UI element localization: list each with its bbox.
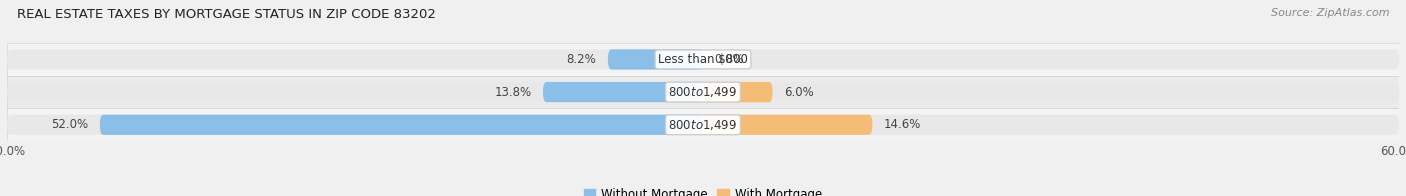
Text: 6.0%: 6.0% xyxy=(785,86,814,99)
FancyBboxPatch shape xyxy=(7,82,1399,102)
Text: 13.8%: 13.8% xyxy=(494,86,531,99)
Legend: Without Mortgage, With Mortgage: Without Mortgage, With Mortgage xyxy=(579,183,827,196)
FancyBboxPatch shape xyxy=(7,115,1399,135)
Text: REAL ESTATE TAXES BY MORTGAGE STATUS IN ZIP CODE 83202: REAL ESTATE TAXES BY MORTGAGE STATUS IN … xyxy=(17,8,436,21)
Text: Less than $800: Less than $800 xyxy=(658,53,748,66)
Text: 0.0%: 0.0% xyxy=(714,53,744,66)
FancyBboxPatch shape xyxy=(607,49,703,70)
Text: 52.0%: 52.0% xyxy=(51,118,89,131)
Bar xyxy=(7,43,1399,76)
Bar xyxy=(7,108,1399,141)
FancyBboxPatch shape xyxy=(703,115,872,135)
Text: $800 to $1,499: $800 to $1,499 xyxy=(668,85,738,99)
FancyBboxPatch shape xyxy=(7,49,1399,70)
FancyBboxPatch shape xyxy=(543,82,703,102)
Text: $800 to $1,499: $800 to $1,499 xyxy=(668,118,738,132)
FancyBboxPatch shape xyxy=(100,115,703,135)
FancyBboxPatch shape xyxy=(703,82,773,102)
Text: Source: ZipAtlas.com: Source: ZipAtlas.com xyxy=(1271,8,1389,18)
Text: 14.6%: 14.6% xyxy=(884,118,921,131)
Bar xyxy=(7,76,1399,108)
Text: 8.2%: 8.2% xyxy=(567,53,596,66)
